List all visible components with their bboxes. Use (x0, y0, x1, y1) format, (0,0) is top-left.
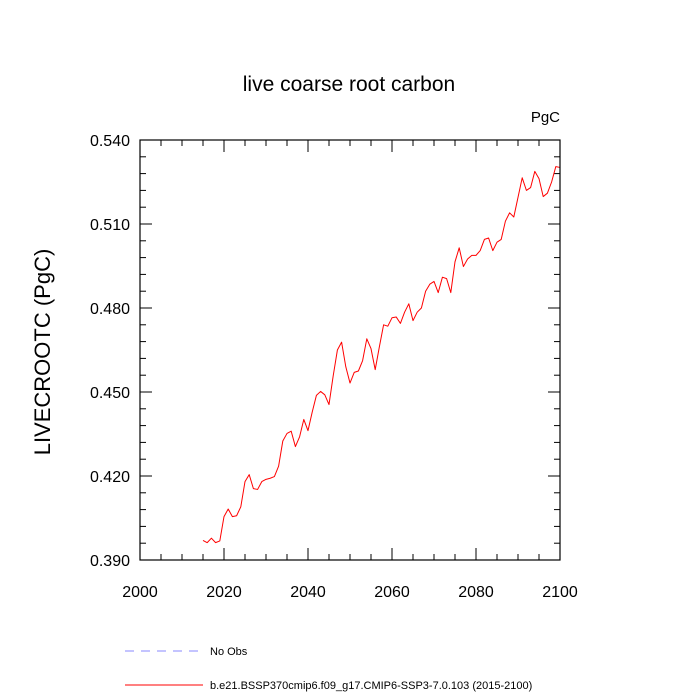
x-tick-label: 2040 (290, 584, 326, 601)
y-axis-label: LIVECROOTC (PgC) (30, 249, 55, 456)
x-tick-label: 2020 (206, 584, 242, 601)
x-tick-label: 2000 (122, 584, 158, 601)
series-line-0 (202, 166, 561, 544)
y-tick-label: 0.540 (90, 133, 130, 150)
x-tick-label: 2060 (374, 584, 410, 601)
tick-labels: 2000 2020 2040 2060 2080 2100 0.390 0.420 0.450 0… (90, 133, 578, 601)
y-tick-label: 0.390 (90, 553, 130, 570)
series-group (202, 166, 561, 544)
y-tick-label: 0.510 (90, 217, 130, 234)
legend: No Obs b.e21.BSSP370cmip6.f09_g17.CMIP6-… (125, 646, 532, 692)
units-label: PgC (531, 109, 560, 126)
legend-label-series: b.e21.BSSP370cmip6.f09_g17.CMIP6-SSP3-7.… (210, 680, 532, 692)
plot-frame (139, 139, 561, 561)
y-tick-label: 0.420 (90, 469, 130, 486)
x-tick-label: 2080 (458, 584, 494, 601)
y-tick-label: 0.480 (90, 301, 130, 318)
axis-ticks (139, 139, 561, 561)
x-tick-label: 2100 (542, 584, 578, 601)
chart-title: live coarse root carbon (243, 73, 455, 96)
y-tick-label: 0.450 (90, 385, 130, 402)
legend-label-no-obs: No Obs (210, 646, 248, 658)
